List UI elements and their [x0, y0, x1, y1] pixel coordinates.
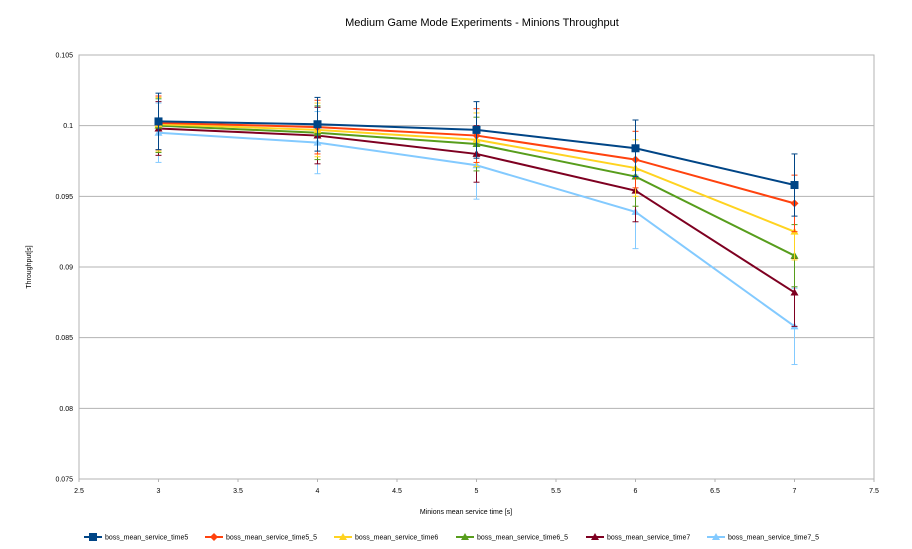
legend-label: boss_mean_service_time7_5	[728, 535, 819, 542]
legend-item: boss_mean_service_time5_5	[205, 533, 317, 542]
legend-item: boss_mean_service_time7_5	[707, 533, 819, 542]
legend-item: boss_mean_service_time5	[84, 533, 188, 542]
x-axis-ticks: 2.5 3 3.5 4 4.5 5 5.5 6 6.5 7 7.5	[74, 479, 879, 495]
legend-swatch-marker	[210, 533, 218, 541]
y-axis-label: Throughput[s]	[26, 245, 33, 288]
legend-item: boss_mean_service_time6	[334, 533, 438, 542]
x-tick-label: 2.5	[74, 488, 84, 495]
x-tick-label: 4.5	[392, 488, 402, 495]
x-tick-label: 6.5	[710, 488, 720, 495]
x-tick-label: 7	[793, 488, 797, 495]
x-tick-label: 3.5	[233, 488, 243, 495]
x-tick-label: 6	[634, 488, 638, 495]
legend-swatch-marker	[712, 533, 720, 540]
legend-label: boss_mean_service_time5_5	[226, 535, 317, 542]
y-tick-label: 0.075	[55, 477, 73, 484]
data-point	[154, 117, 163, 126]
y-tick-label: 0.085	[55, 335, 73, 342]
x-tick-label: 5	[475, 488, 479, 495]
y-tick-label: 0.105	[55, 53, 73, 60]
y-tick-label: 0.09	[59, 265, 73, 272]
y-tick-label: 0.1	[63, 123, 73, 130]
y-tick-label: 0.095	[55, 194, 73, 201]
y-tick-label: 0.08	[59, 406, 73, 413]
legend-swatch-marker	[339, 533, 347, 540]
series-group	[154, 92, 799, 366]
legend-swatch-marker	[591, 533, 599, 540]
series-boss_mean_service_time5	[154, 92, 799, 217]
legend-label: boss_mean_service_time7	[607, 535, 690, 542]
legend-label: boss_mean_service_time6_5	[477, 535, 568, 542]
legend-swatch-marker	[89, 533, 97, 541]
data-point	[631, 144, 640, 153]
legend-item: boss_mean_service_time7	[586, 533, 690, 542]
y-axis-ticks: 0.075 0.08 0.085 0.09 0.095 0.1 0.105	[55, 53, 73, 484]
legend-item: boss_mean_service_time6_5	[456, 533, 568, 542]
legend: boss_mean_service_time5 boss_mean_service…	[84, 533, 819, 542]
x-tick-label: 3	[157, 488, 161, 495]
x-tick-label: 5.5	[551, 488, 561, 495]
legend-label: boss_mean_service_time6	[355, 535, 438, 542]
x-axis-label: Minions mean service time [s]	[420, 509, 512, 516]
x-tick-label: 4	[316, 488, 320, 495]
legend-label: boss_mean_service_time5	[105, 535, 188, 542]
chart-title: Medium Game Mode Experiments - Minions T…	[345, 17, 619, 29]
data-point	[790, 288, 799, 296]
data-point	[790, 181, 799, 190]
data-point	[472, 125, 481, 134]
x-tick-label: 7.5	[869, 488, 879, 495]
data-point	[313, 120, 322, 129]
legend-swatch-marker	[461, 533, 469, 540]
